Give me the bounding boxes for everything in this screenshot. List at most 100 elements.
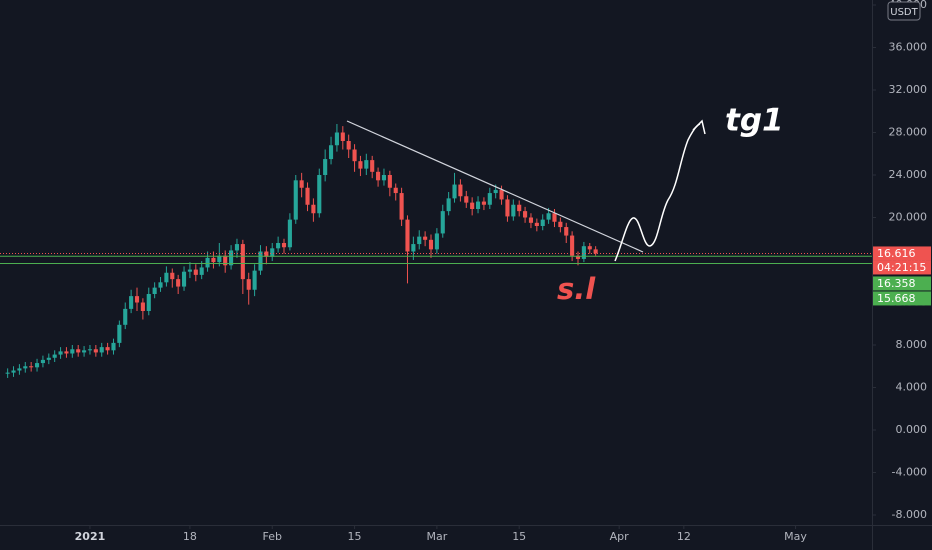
candle-body — [34, 363, 40, 368]
candle-body — [281, 243, 287, 248]
candle-body — [370, 160, 375, 172]
candle-body — [305, 187, 310, 205]
candle-body — [29, 366, 34, 368]
candle-body — [5, 372, 10, 374]
candle-body — [534, 222, 539, 227]
x-tick-label: Mar — [426, 530, 447, 543]
candle-body — [323, 159, 328, 175]
candle-body — [417, 236, 422, 245]
candle-body — [164, 272, 169, 283]
candle-body — [352, 149, 357, 162]
x-tick-label: 18 — [183, 530, 197, 543]
candle-body — [223, 255, 228, 266]
candle-body — [229, 250, 234, 266]
candle-body — [23, 366, 28, 369]
candle-body — [52, 354, 57, 358]
target-annotation: tg1 — [725, 103, 784, 139]
x-tick-label: 12 — [677, 530, 691, 543]
candle-body — [146, 294, 151, 312]
candle-body — [99, 347, 104, 353]
price-label: 16.616 — [877, 247, 916, 260]
candle-body — [270, 248, 275, 257]
candle-body — [117, 324, 122, 343]
y-tick-label: -8.000 — [892, 508, 927, 521]
candle-body — [82, 350, 87, 353]
candle-body — [475, 201, 481, 210]
candle-body — [434, 233, 439, 250]
candle-body — [105, 347, 110, 351]
candle-body — [311, 204, 316, 214]
candle-body — [193, 269, 198, 275]
candle-body — [234, 244, 240, 251]
y-tick-label: 24.000 — [889, 168, 928, 181]
candle-body — [276, 243, 281, 249]
candle-body — [570, 235, 575, 256]
y-tick-label: 36.000 — [889, 40, 928, 53]
candle-body — [593, 249, 598, 254]
price-label: 15.668 — [877, 292, 916, 305]
x-tick-label: Apr — [610, 530, 630, 543]
candle-body — [581, 246, 586, 259]
candle-body — [575, 255, 581, 259]
candle-body — [346, 140, 351, 150]
candle-body — [293, 180, 298, 220]
candle-body — [558, 221, 563, 228]
candle-body — [493, 189, 498, 194]
candle-body — [452, 184, 457, 199]
candle-body — [46, 357, 51, 360]
candle-body — [240, 244, 245, 280]
stop-loss-annotation: s.l — [557, 272, 596, 306]
candle-body — [393, 187, 398, 194]
candle-body — [411, 244, 416, 252]
candle-body — [246, 279, 251, 290]
candle-body — [317, 175, 322, 214]
candle-body — [258, 251, 263, 271]
x-tick-label: 2021 — [75, 530, 106, 543]
candle-body — [181, 271, 187, 287]
y-tick-label: -4.000 — [892, 466, 927, 479]
candle-body — [140, 302, 145, 312]
candle-body — [470, 202, 475, 210]
candle-body — [499, 189, 504, 200]
candle-body — [199, 267, 204, 275]
price-label-box — [873, 291, 931, 306]
candle-body — [152, 287, 157, 295]
y-tick-label: 20.000 — [889, 211, 928, 224]
candle-body — [540, 219, 545, 227]
candle-body — [376, 171, 381, 181]
y-tick-label: 32.000 — [889, 83, 928, 96]
candle-body — [481, 201, 486, 205]
price-label: 16.358 — [877, 277, 916, 290]
candle-body — [76, 349, 81, 353]
currency-box — [887, 1, 921, 21]
candle-body — [399, 193, 404, 220]
candle-body — [287, 219, 292, 248]
candle-body — [381, 175, 387, 181]
candle-body — [587, 246, 592, 250]
candle-body — [123, 308, 128, 325]
candle-body — [423, 236, 428, 240]
candle-body — [252, 270, 257, 290]
y-tick-label: 4.000 — [896, 381, 928, 394]
x-tick-label: Feb — [263, 530, 282, 543]
trend-line — [346, 120, 644, 253]
y-tick-label: 0.000 — [896, 423, 928, 436]
candle-body — [428, 239, 434, 250]
candle-body — [40, 359, 45, 364]
candle-body — [340, 132, 345, 141]
projection-path — [614, 123, 701, 262]
candle-body — [134, 296, 140, 303]
candle-body — [87, 349, 93, 351]
candle-body — [211, 257, 216, 263]
candle-body — [17, 368, 22, 371]
candle-body — [358, 161, 363, 169]
candle-body — [299, 180, 304, 188]
candle-body — [546, 213, 551, 220]
candle-body — [464, 196, 469, 203]
candle-body — [334, 132, 339, 146]
candle-body — [446, 198, 451, 212]
countdown-label: 04:21:15 — [877, 261, 926, 274]
